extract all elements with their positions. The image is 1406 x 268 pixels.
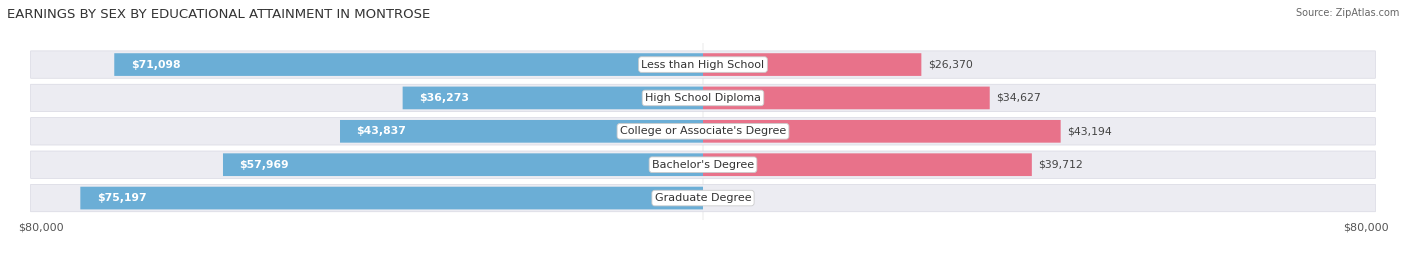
FancyBboxPatch shape: [402, 87, 703, 109]
Text: $34,627: $34,627: [997, 93, 1040, 103]
Text: College or Associate's Degree: College or Associate's Degree: [620, 126, 786, 136]
FancyBboxPatch shape: [114, 53, 703, 76]
FancyBboxPatch shape: [31, 118, 1375, 145]
Text: Less than High School: Less than High School: [641, 59, 765, 70]
Text: Bachelor's Degree: Bachelor's Degree: [652, 160, 754, 170]
FancyBboxPatch shape: [31, 51, 1375, 78]
FancyBboxPatch shape: [224, 153, 703, 176]
Text: $57,969: $57,969: [239, 160, 290, 170]
FancyBboxPatch shape: [31, 151, 1375, 178]
FancyBboxPatch shape: [31, 84, 1375, 112]
Text: $75,197: $75,197: [97, 193, 146, 203]
Text: $0: $0: [716, 193, 730, 203]
FancyBboxPatch shape: [703, 87, 990, 109]
Text: $43,194: $43,194: [1067, 126, 1112, 136]
Text: $71,098: $71,098: [131, 59, 180, 70]
Text: EARNINGS BY SEX BY EDUCATIONAL ATTAINMENT IN MONTROSE: EARNINGS BY SEX BY EDUCATIONAL ATTAINMEN…: [7, 8, 430, 21]
Text: Graduate Degree: Graduate Degree: [655, 193, 751, 203]
Text: Source: ZipAtlas.com: Source: ZipAtlas.com: [1295, 8, 1399, 18]
FancyBboxPatch shape: [80, 187, 703, 209]
FancyBboxPatch shape: [340, 120, 703, 143]
Text: $43,837: $43,837: [357, 126, 406, 136]
Text: High School Diploma: High School Diploma: [645, 93, 761, 103]
FancyBboxPatch shape: [703, 53, 921, 76]
FancyBboxPatch shape: [31, 184, 1375, 212]
FancyBboxPatch shape: [703, 153, 1032, 176]
FancyBboxPatch shape: [703, 120, 1060, 143]
Text: $36,273: $36,273: [419, 93, 470, 103]
Text: $26,370: $26,370: [928, 59, 973, 70]
Text: $39,712: $39,712: [1039, 160, 1083, 170]
